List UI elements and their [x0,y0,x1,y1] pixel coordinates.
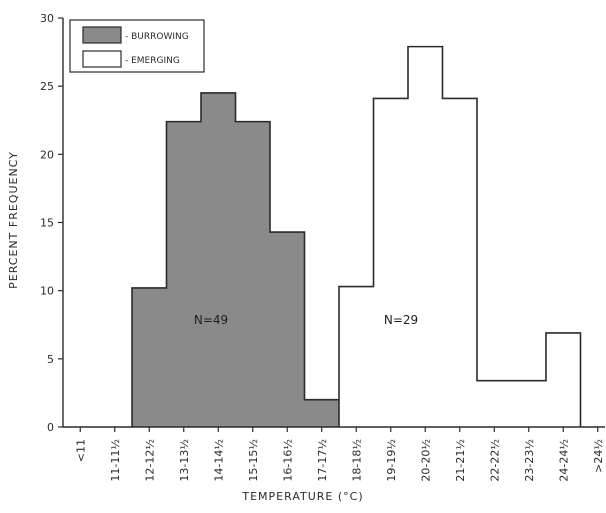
x-tick-label-13: 23-23½ [523,439,536,482]
emerging-outline-8 [338,45,582,427]
y-tick-label-15: 15 [40,217,54,230]
y-axis-title: PERCENT FREQUENCY [7,151,20,289]
x-tick-label-8: 18-18½ [350,439,363,482]
emerging-series [338,45,582,427]
legend-label-emerging: - EMERGING [125,56,180,66]
x-tick-label-9: 19-19½ [385,439,398,482]
emerging-bar-9 [373,98,408,427]
x-tick-label-7: 17-17½ [316,439,329,482]
burrowing-bar-7 [304,399,339,427]
burrowing-bar-4 [201,92,236,427]
burrowing-bar-5 [235,121,270,427]
x-tick-label-10: 20-20½ [419,439,432,482]
legend-swatch-emerging [82,50,122,68]
x-tick-label-6: 16-16½ [281,439,294,482]
legend-label-burrowing: - BURROWING [125,32,189,42]
n-label-burrowing: N=49 [194,313,228,327]
burrowing-bar-3 [166,121,201,427]
emerging-bar-11 [442,98,477,427]
burrowing-bar-6 [270,232,305,427]
emerging-bar-14 [546,332,581,427]
emerging-bar-8 [339,286,374,427]
x-tick-label-14: 24-24½ [557,439,570,482]
burrowing-bar-2 [132,287,167,427]
x-tick-label-11: 21-21½ [454,439,467,482]
y-tick-label-0: 0 [47,421,54,434]
x-tick-label-4: 14-14½ [212,439,225,482]
x-tick-label-3: 13-13½ [178,439,191,482]
y-tick-label-10: 10 [40,285,54,298]
x-tick-label-2: 12-12½ [143,439,156,482]
y-tick-label-25: 25 [40,80,54,93]
burrowing-outline-2 [131,92,375,427]
legend-swatch-burrowing [82,26,122,44]
y-tick-label-5: 5 [47,353,54,366]
x-tick-label-1: 11-11½ [109,439,122,482]
x-tick-label-15: >24½ [592,439,605,473]
tick-marks [58,17,599,432]
y-tick-label-30: 30 [40,12,54,25]
legend: - BURROWING - EMERGING [69,19,205,73]
emerging-bar-12 [477,380,512,427]
x-tick-label-12: 22-22½ [488,439,501,482]
x-tick-label-0: <11 [74,439,87,462]
x-axis-title: TEMPERATURE (°C) [241,490,363,503]
n-label-emerging: N=29 [384,313,418,327]
x-tick-label-5: 15-15½ [247,439,260,482]
emerging-bar-13 [511,380,546,427]
y-tick-label-20: 20 [40,148,54,161]
tick-labels: 0 5 10 15 20 25 30 <11 11-11½ 12-12½ 13-13½ 14-14½ 1… [40,12,605,482]
emerging-bar-10 [408,46,443,427]
